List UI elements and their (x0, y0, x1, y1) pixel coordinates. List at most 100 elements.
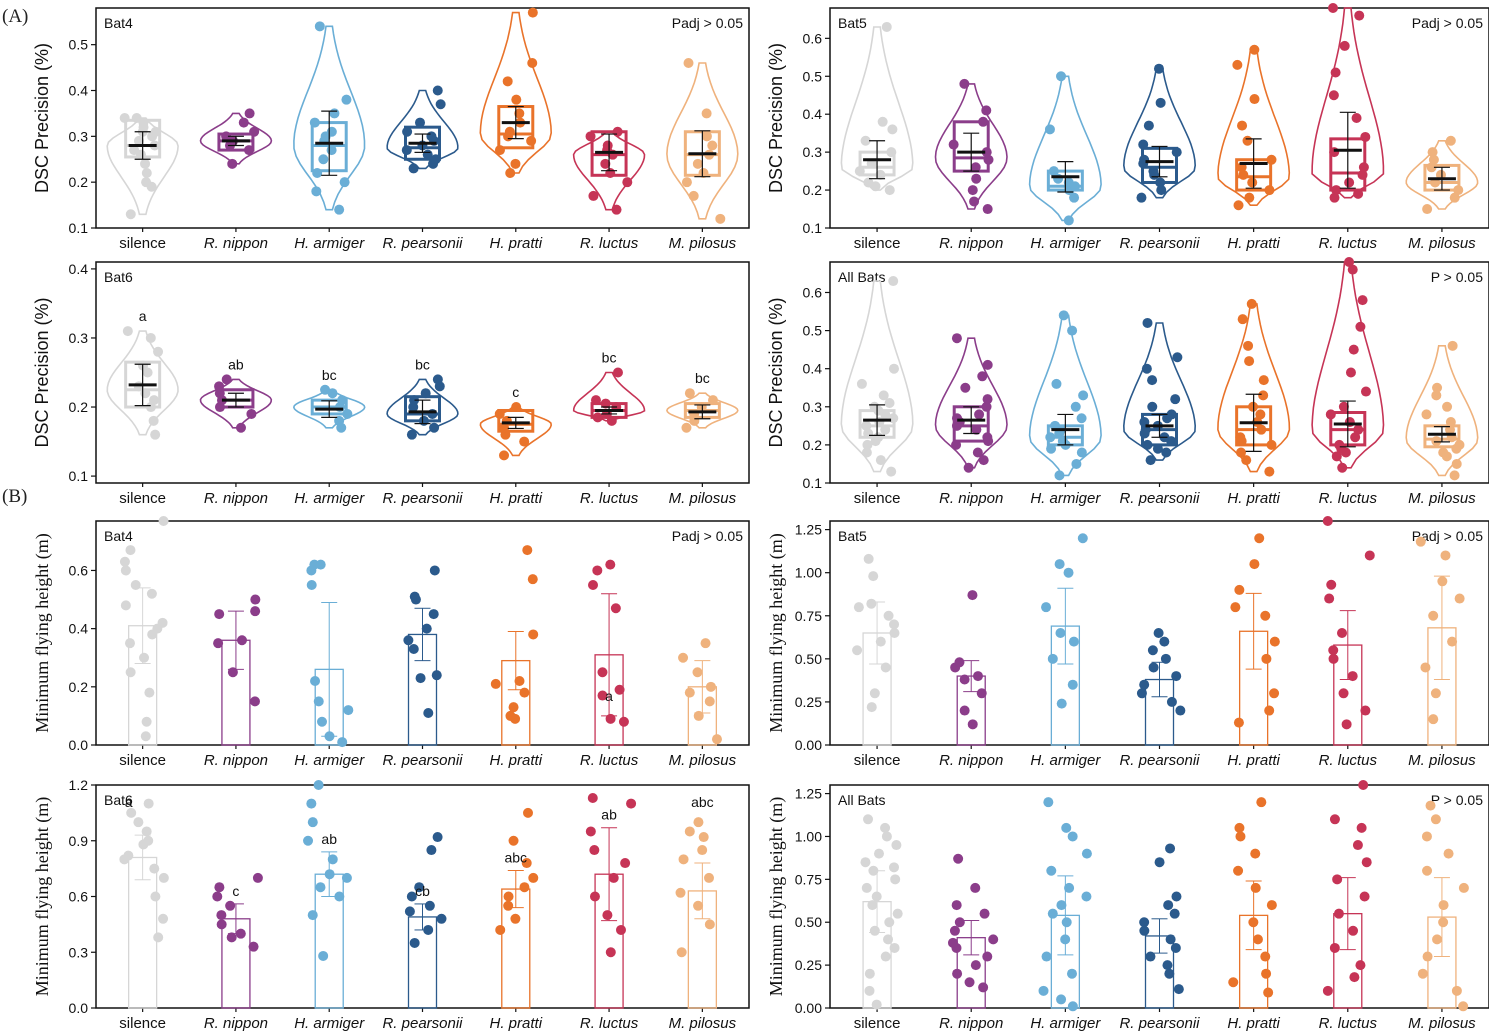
data-point (1171, 891, 1182, 902)
data-point (861, 447, 872, 458)
data-point (692, 667, 703, 678)
data-point (1038, 985, 1049, 996)
y-axis-label: Minimum flying height (m) (32, 533, 53, 733)
data-point (1153, 628, 1164, 638)
data-point (409, 591, 420, 602)
data-point (343, 705, 354, 716)
data-point (1445, 417, 1456, 428)
data-point (1153, 63, 1164, 74)
data-point (1165, 843, 1176, 854)
data-point (1348, 344, 1359, 355)
data-point (1234, 584, 1245, 595)
data-point (1244, 356, 1255, 367)
data-point (1235, 831, 1246, 842)
significance-letter: bc (695, 370, 710, 386)
x-tick-label: R. luctus (1319, 1015, 1378, 1031)
data-point (1358, 162, 1369, 173)
data-point (972, 671, 983, 682)
plot-frame (829, 784, 1489, 1009)
x-tick-label: silence (119, 1015, 166, 1031)
data-point (153, 346, 164, 357)
x-tick-label: R. luctus (1319, 752, 1378, 769)
data-point (143, 835, 154, 846)
violin-7 (666, 392, 739, 429)
y-tick-label: 0.25 (795, 694, 822, 710)
data-point (605, 713, 616, 724)
data-point (978, 455, 989, 466)
y-tick-label: 0.3 (803, 144, 823, 160)
data-point (158, 872, 169, 883)
x-tick-label: R. pearsonii (382, 235, 463, 252)
data-point (303, 835, 314, 846)
data-point (1160, 653, 1171, 664)
data-point (1228, 977, 1239, 988)
y-axis-label: Minimum flying height (m) (32, 797, 53, 997)
data-point (854, 166, 865, 177)
x-tick-label: H. armiger (1030, 752, 1101, 769)
data-point (620, 858, 631, 869)
plot-frame (95, 261, 750, 484)
data-point (614, 684, 625, 695)
data-point (1344, 257, 1355, 267)
data-point (494, 145, 505, 156)
data-point (1360, 131, 1371, 142)
data-point (133, 817, 144, 828)
stat-label: P > 0.05 (1431, 269, 1484, 285)
data-point (1252, 934, 1263, 945)
data-point (969, 196, 980, 207)
data-point (1054, 470, 1065, 481)
data-point (889, 862, 900, 873)
data-point (886, 466, 897, 477)
data-point (236, 635, 247, 646)
chart-panel-3: 0.1 0.2 0.3 0.4 silence R. nippon H. armiger R.… (32, 261, 750, 507)
data-point (1233, 865, 1244, 876)
data-point (611, 204, 622, 215)
data-point (249, 696, 260, 707)
data-point (1258, 390, 1269, 401)
data-point (426, 845, 437, 856)
data-point (856, 378, 867, 389)
data-point (704, 696, 715, 707)
data-point (693, 900, 704, 911)
data-point (432, 374, 443, 385)
data-point (1449, 192, 1460, 203)
box-4 (404, 125, 441, 161)
y-axis-label: Minimum flying height (m) (766, 797, 787, 997)
data-point (949, 925, 960, 936)
data-point (697, 845, 708, 856)
violin-1 (106, 117, 179, 216)
data-point (871, 999, 882, 1010)
data-point (436, 913, 447, 924)
data-point (126, 807, 137, 818)
data-point (435, 99, 446, 110)
violin-3 (1028, 75, 1102, 222)
data-point (311, 186, 322, 197)
data-point (124, 638, 135, 649)
data-point (1156, 185, 1167, 196)
data-point (1326, 579, 1337, 590)
violin-2 (934, 337, 1008, 469)
data-point (1354, 10, 1365, 21)
data-point (1046, 865, 1057, 876)
data-point (1232, 59, 1243, 70)
data-point (875, 636, 886, 647)
data-point (1136, 192, 1147, 203)
data-point (306, 798, 317, 809)
data-point (1322, 985, 1333, 996)
data-point (1230, 602, 1241, 613)
data-point (510, 158, 521, 169)
data-point (971, 424, 982, 435)
data-point (1061, 917, 1072, 928)
data-point (327, 388, 338, 399)
x-tick-label: H. armiger (1030, 490, 1101, 507)
x-tick-label: R. nippon (939, 235, 1003, 252)
data-point (1417, 968, 1428, 979)
x-tick-label: silence (854, 235, 901, 252)
data-point (1246, 298, 1257, 309)
data-point (1175, 705, 1186, 716)
data-point (1254, 533, 1265, 544)
x-tick-label: M. pilosus (1408, 235, 1476, 252)
data-point (214, 381, 225, 392)
x-tick-label: H. pratti (490, 752, 543, 769)
